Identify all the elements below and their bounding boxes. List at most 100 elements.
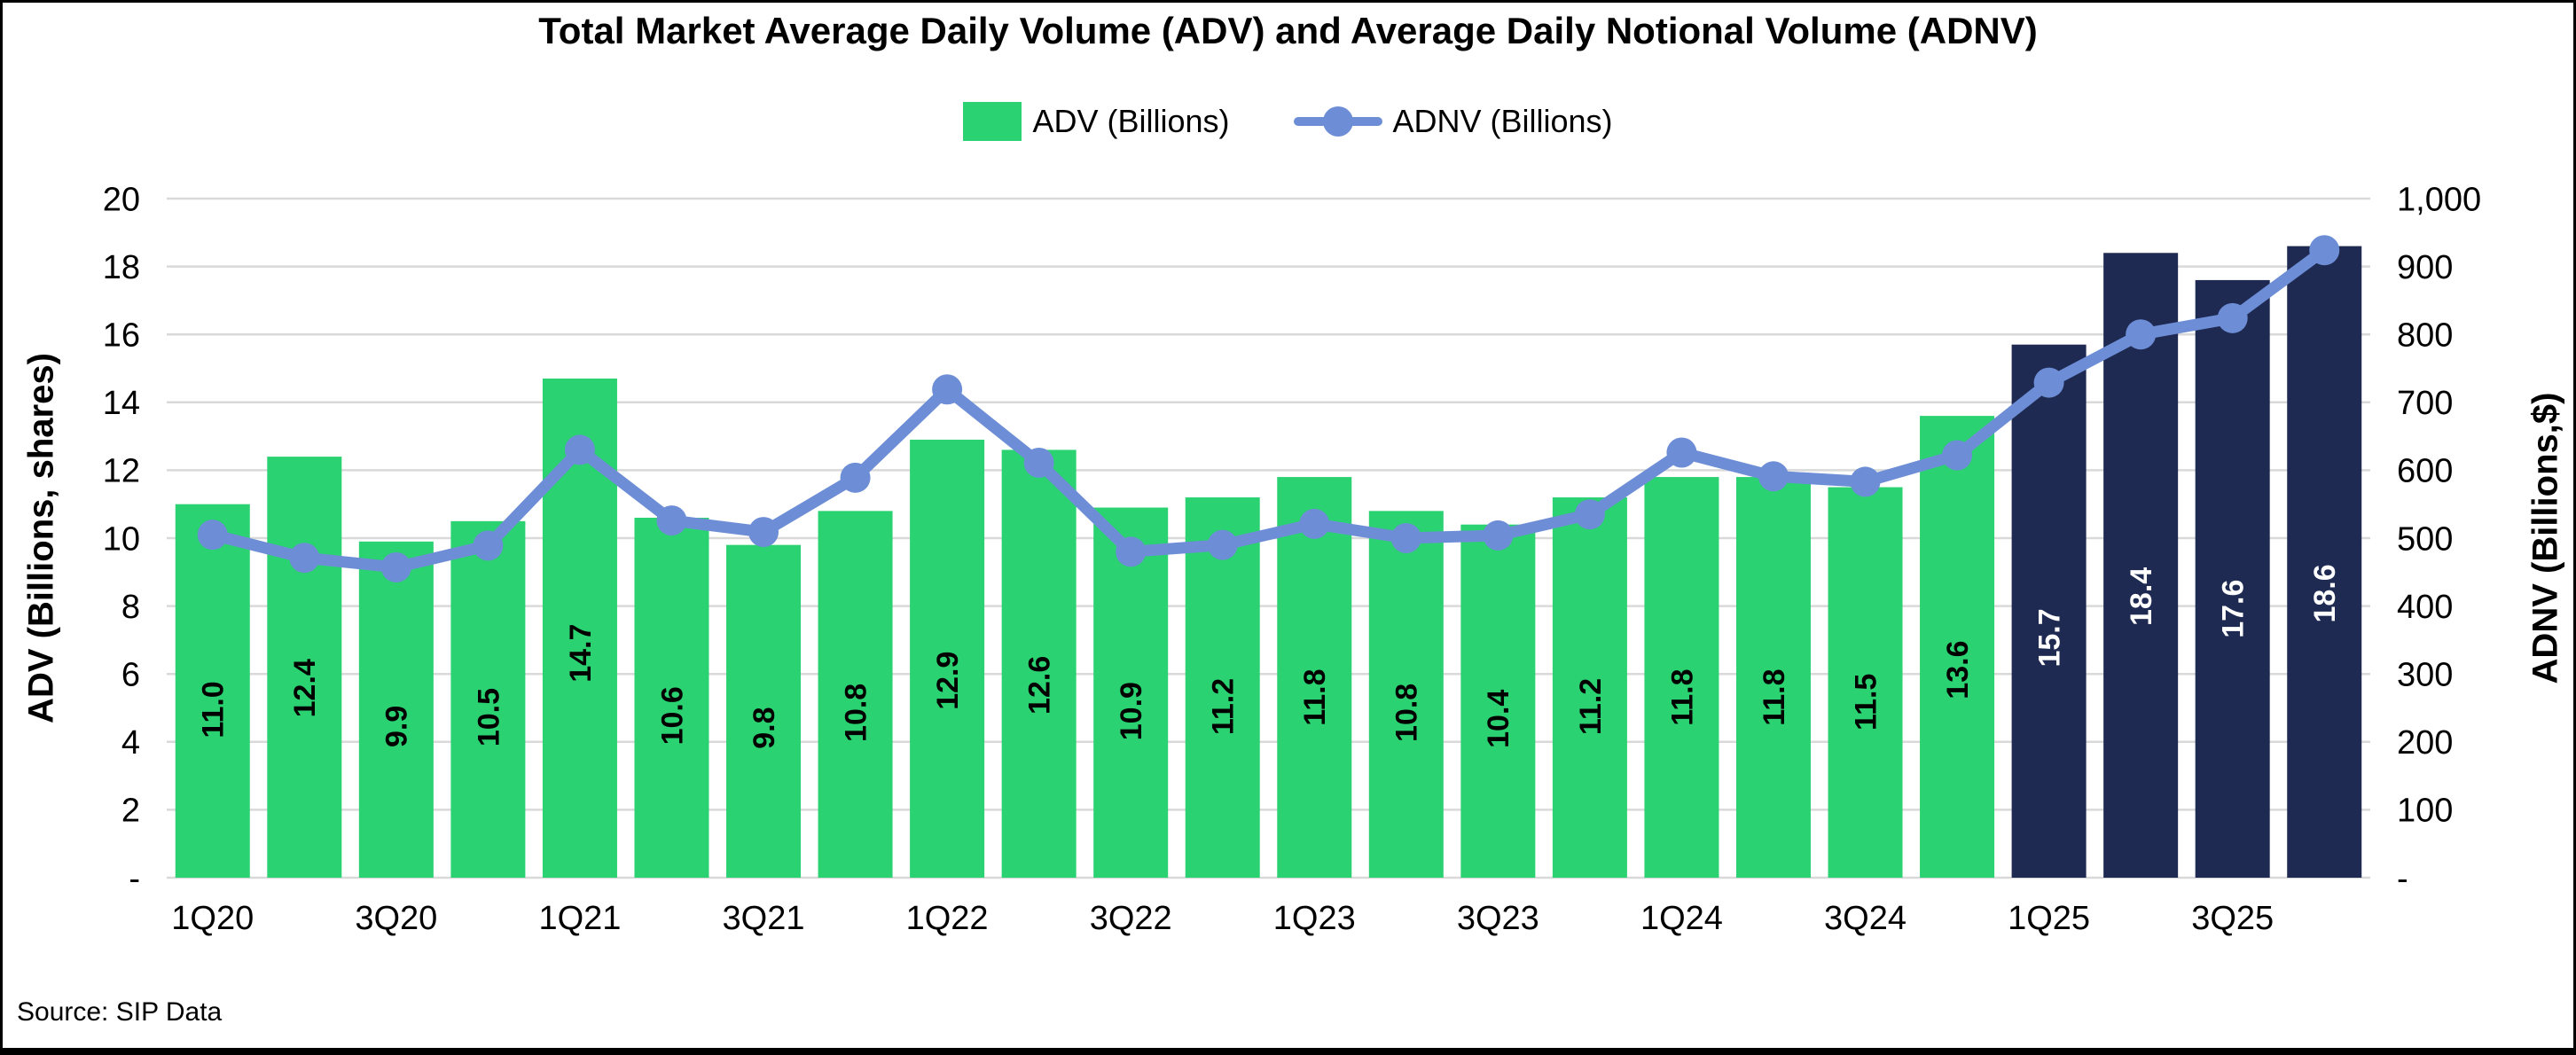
right-axis-tick: 300 <box>2397 657 2453 694</box>
adnv-point <box>1758 461 1789 492</box>
adnv-point <box>1207 529 1238 560</box>
adv-bar <box>1460 524 1536 878</box>
adv-bar-label: 12.9 <box>931 652 965 710</box>
adnv-line <box>207 244 2330 574</box>
x-axis-tick: 1Q25 <box>2008 900 2090 937</box>
adv-bar-label: 17.6 <box>2217 580 2251 638</box>
adnv-point <box>289 543 320 574</box>
adnv-point <box>1116 536 1147 567</box>
right-axis-tick: 500 <box>2397 520 2453 558</box>
x-axis-tick: 3Q25 <box>2191 900 2274 937</box>
x-axis-tick: 3Q22 <box>1090 900 1172 937</box>
adv-bar-label: 12.4 <box>288 659 322 717</box>
adv-bar-label: 18.6 <box>2308 564 2342 622</box>
right-axis-tick: 600 <box>2397 453 2453 490</box>
adv-bar-label: 13.6 <box>1941 641 1975 699</box>
adnv-point <box>1574 499 1605 530</box>
adnv-point <box>1942 440 1973 471</box>
adv-bar <box>1552 497 1627 878</box>
adnv-point <box>473 530 504 561</box>
adnv-point <box>2033 367 2064 398</box>
adnv-legend-swatch <box>1293 102 1382 141</box>
adnv-point <box>2217 302 2248 333</box>
adv-bar <box>450 520 526 878</box>
right-axis-tick: - <box>2397 860 2408 897</box>
left-axis-tick: 12 <box>103 453 140 490</box>
right-axis-tick: 900 <box>2397 249 2453 286</box>
adv-bar-projected <box>2103 253 2179 878</box>
adv-bar-label: 10.8 <box>1390 684 1424 742</box>
adv-bar <box>1920 416 1995 878</box>
adnv-point <box>840 462 871 493</box>
adnv-point <box>1666 437 1697 468</box>
adv-bar-label: 9.9 <box>380 706 414 747</box>
left-axis-tick: 14 <box>103 385 140 422</box>
adv-bar <box>1368 511 1444 878</box>
adv-bar-label: 14.7 <box>564 624 598 683</box>
adv-bar-label: 10.6 <box>655 686 689 745</box>
x-axis-tick: 3Q21 <box>723 900 805 937</box>
adv-bar-label: 11.8 <box>1298 668 1332 725</box>
adnv-point <box>932 374 963 405</box>
adnv-point <box>1023 447 1054 478</box>
left-axis-tick: 4 <box>121 724 140 762</box>
adv-bar-label: 10.5 <box>472 688 505 746</box>
adv-bar <box>634 518 709 878</box>
x-axis-tick: 1Q22 <box>906 900 989 937</box>
adnv-point <box>564 434 595 465</box>
source-note: Source: SIP Data <box>17 997 223 1027</box>
adv-bar <box>175 504 250 878</box>
adnv-legend-label: ADNV (Billions) <box>1392 103 1613 139</box>
right-axis-tick: 100 <box>2397 793 2453 830</box>
adv-bar <box>818 511 893 878</box>
x-axis-tick: 1Q21 <box>538 900 621 937</box>
adnv-point <box>1850 466 1881 497</box>
adv-bar-label: 10.4 <box>1482 690 1515 748</box>
right-axis-tick: 700 <box>2397 385 2453 422</box>
adnv-point <box>1299 508 1330 539</box>
x-axis-tick: 1Q24 <box>1640 900 1723 937</box>
adv-bar-label: 15.7 <box>2033 608 2067 667</box>
x-axis-tick: 1Q23 <box>1273 900 1356 937</box>
adnv-point <box>748 517 779 548</box>
right-axis-tick: 800 <box>2397 317 2453 355</box>
adv-bar-label: 9.8 <box>748 707 781 748</box>
right-axis-tick: 200 <box>2397 724 2453 762</box>
right-axis-tick: 1,000 <box>2397 181 2481 218</box>
adv-bar-projected <box>2195 279 2270 878</box>
left-axis-tick: 20 <box>103 181 140 218</box>
adv-bar-projected <box>2287 246 2362 878</box>
left-axis-tick: 6 <box>121 657 140 694</box>
adnv-point <box>1390 523 1421 553</box>
adv-bar-label: 11.2 <box>1574 678 1608 735</box>
adv-bar <box>1277 477 1352 878</box>
adv-bar <box>726 544 802 878</box>
adv-bar-label: 10.8 <box>839 684 873 742</box>
adv-bar <box>910 439 985 878</box>
x-axis-tick: 3Q20 <box>355 900 437 937</box>
right-axis-tick: 400 <box>2397 589 2453 626</box>
x-axis-tick: 1Q20 <box>171 900 254 937</box>
adv-legend-swatch <box>963 102 1022 141</box>
left-axis-tick: 8 <box>121 589 140 626</box>
adnv-point <box>1483 520 1514 551</box>
left-axis-tick: 10 <box>103 520 140 558</box>
adv-bar <box>1828 487 1903 878</box>
adnv-point <box>656 505 687 536</box>
left-axis-tick: 18 <box>103 249 140 286</box>
adv-bar-label: 11.8 <box>1665 668 1699 725</box>
legend-item-adnv: ADNV (Billions) <box>1293 102 1613 141</box>
adv-bar-label: 11.0 <box>197 681 231 738</box>
adv-bar <box>1093 507 1169 878</box>
left-axis-tick: 2 <box>121 793 140 830</box>
adnv-point <box>380 551 411 582</box>
adnv-point <box>197 520 228 551</box>
adv-bar-label: 11.8 <box>1758 668 1791 725</box>
adv-bar-projected <box>2011 344 2087 878</box>
adv-bar <box>1735 477 1811 878</box>
chart-canvas: 20 1,000 18 900 16 800 14 700 12 600 10 500 8 400 6 300… <box>103 181 2481 937</box>
adv-bar-label: 18.4 <box>2125 567 2158 626</box>
adv-bar <box>1644 477 1719 878</box>
chart-title: Total Market Average Daily Volume (ADV) … <box>538 10 2038 51</box>
